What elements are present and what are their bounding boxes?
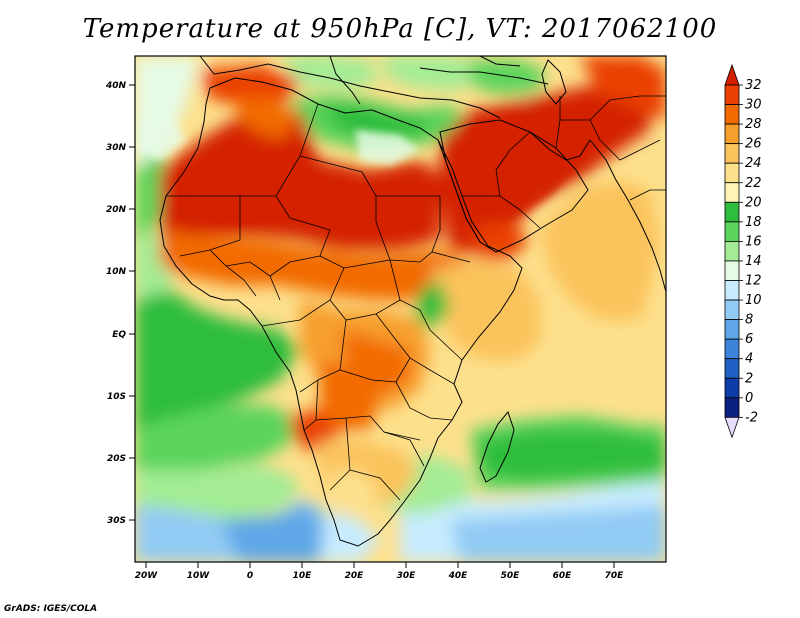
colorbar-box [724, 84, 740, 105]
lat-tick-label: 20S [107, 454, 126, 464]
colorbar-box [724, 104, 740, 125]
colorbar-box [724, 358, 740, 379]
colorbar-label: 16 [745, 234, 762, 249]
lon-tick-label: 20W [135, 571, 159, 581]
lat-tick-label: EQ [112, 330, 126, 340]
lon-tick-label: 40E [448, 571, 469, 581]
colorbar-top-triangle [724, 63, 740, 86]
country-borders [166, 95, 666, 501]
colorbar-label: 18 [745, 215, 762, 230]
colorbar-box [724, 299, 740, 320]
colorbar-box [724, 162, 740, 184]
colorbar-box [724, 260, 740, 281]
colorbar-label: 14 [745, 254, 762, 269]
lon-tick-label: 10W [187, 571, 211, 581]
colorbar-label: 0 [745, 391, 753, 406]
colorbar-label: 22 [745, 176, 762, 191]
map-frame [134, 55, 667, 563]
lon-tick-label: 10E [293, 571, 313, 581]
lon-tick-label: 0 [247, 571, 253, 581]
colorbar-label: -2 [745, 410, 758, 425]
lat-tick-label: 30S [107, 516, 126, 526]
colorbar-box [724, 123, 740, 145]
colorbar-box [724, 280, 740, 301]
colorbar-box [724, 201, 740, 223]
colorbar-box [724, 143, 740, 164]
colorbar-box [724, 377, 740, 399]
colorbar-label: 26 [745, 137, 762, 152]
colorbar-box [724, 338, 740, 360]
lon-tick-label: 30E [397, 571, 417, 581]
lat-tick-label: 40N [105, 81, 127, 91]
colorbar-label: 10 [745, 293, 762, 308]
colorbar-label: 28 [745, 117, 762, 132]
lon-tick-label: 70E [605, 571, 625, 581]
lat-tick-label: 20N [106, 205, 127, 215]
colorbar-label: 6 [745, 332, 753, 347]
longitude-axis: 20W 10W 0 10E 20E 30E 40E 50E 60E 70E [135, 562, 624, 581]
lon-tick-label: 50E [501, 571, 521, 581]
colorbar-label: 12 [745, 274, 762, 289]
colorbar-label: 8 [745, 313, 753, 328]
colorbar-label: 32 [745, 78, 762, 93]
latitude-axis: 40N 30N 20N 10N EQ 10S 20S 30S [105, 81, 135, 526]
lat-tick-label: 10N [106, 267, 127, 277]
lat-tick-label: 10S [107, 392, 126, 402]
colorbar-label: 20 [745, 195, 762, 210]
colorbar-box [724, 319, 740, 340]
temperature-field [135, 56, 666, 562]
colorbar-bottom-triangle [724, 416, 740, 439]
lon-tick-label: 60E [553, 571, 573, 581]
map-title: Temperature at 950hPa [C], VT: 201706210… [82, 14, 718, 44]
colorbar-box [724, 182, 740, 203]
colorbar-label: 2 [745, 371, 753, 386]
colorbar-box [724, 397, 740, 418]
grads-credit: GrADS: IGES/COLA [4, 604, 98, 614]
colorbar-label: 24 [745, 156, 762, 171]
coastlines [159, 56, 666, 547]
colorbar-box [724, 240, 740, 262]
lat-tick-label: 30N [106, 143, 127, 153]
colorbar-label: 30 [745, 98, 762, 113]
colorbar-box [724, 221, 740, 242]
lon-tick-label: 20E [345, 571, 365, 581]
colorbar-label: 4 [745, 352, 753, 367]
